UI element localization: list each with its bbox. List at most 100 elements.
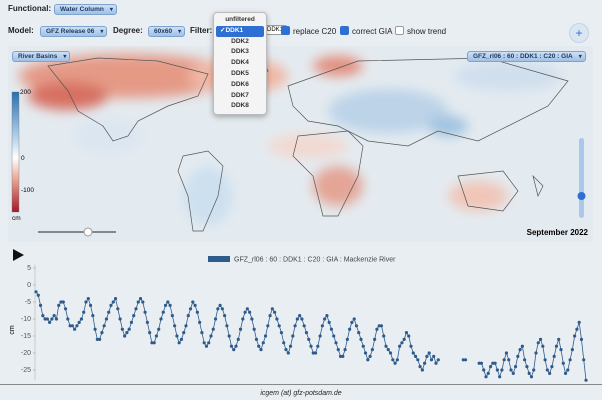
data-point xyxy=(541,344,545,348)
data-point xyxy=(532,368,536,372)
data-point xyxy=(34,290,38,294)
data-point xyxy=(432,354,436,358)
data-point xyxy=(238,327,243,331)
data-point xyxy=(86,297,90,301)
y-tick-label: -20 xyxy=(21,350,31,357)
filter-option[interactable]: DDK5 xyxy=(231,69,249,77)
functional-select[interactable]: Water Column xyxy=(54,4,117,15)
correct-gia[interactable]: correct GIA xyxy=(340,26,392,36)
layer-select[interactable]: River Basins xyxy=(12,51,71,62)
data-point xyxy=(382,334,386,338)
data-point xyxy=(491,361,495,365)
data-point xyxy=(307,337,311,341)
data-point xyxy=(525,365,529,369)
data-point xyxy=(311,351,315,355)
data-point xyxy=(204,344,209,348)
data-point xyxy=(91,314,95,318)
filter-option[interactable]: DDK6 xyxy=(231,80,249,88)
filter-option[interactable]: DDK8 xyxy=(231,102,249,110)
data-point xyxy=(232,348,236,352)
data-point xyxy=(577,320,581,324)
data-point xyxy=(579,337,584,341)
data-point xyxy=(295,317,299,321)
data-point xyxy=(270,307,274,311)
data-point xyxy=(482,368,486,372)
data-point xyxy=(427,351,431,355)
data-point xyxy=(84,300,88,304)
data-point xyxy=(570,348,574,352)
data-point xyxy=(109,303,113,307)
data-point xyxy=(70,324,74,328)
filter-label: Filter: xyxy=(190,26,213,35)
data-point xyxy=(413,354,418,358)
chart: cm 5 0 -5 -10 -15 -20 -25 GFZ_rl06 : 60 : DDK1 … xyxy=(9,249,588,382)
degree-label: Degree: xyxy=(113,26,143,35)
data-point xyxy=(268,314,272,318)
model-select[interactable]: GFZ Release 06 xyxy=(40,26,108,37)
footer: icgem (at) gfz-potsdam.de xyxy=(260,390,342,397)
data-point xyxy=(282,341,286,345)
time-slider-thumb[interactable] xyxy=(83,227,93,237)
data-point xyxy=(73,327,77,331)
data-point xyxy=(211,327,215,331)
replace-c20[interactable]: replace C20 xyxy=(281,26,336,36)
data-point xyxy=(513,365,518,369)
data-point xyxy=(195,310,199,314)
show-trend[interactable]: show trend xyxy=(395,26,446,36)
filter-option[interactable]: DDK4 xyxy=(231,59,249,67)
data-point xyxy=(207,341,211,345)
data-point xyxy=(357,331,361,335)
data-point xyxy=(261,341,265,345)
checkbox[interactable] xyxy=(395,26,404,35)
zoom-slider-thumb[interactable] xyxy=(577,192,586,200)
data-point xyxy=(229,344,234,348)
filter-option[interactable]: DDK7 xyxy=(231,91,249,99)
data-point xyxy=(138,297,143,301)
degree-select[interactable]: 60x60 xyxy=(148,26,186,37)
checkbox[interactable] xyxy=(281,26,290,35)
data-point xyxy=(123,334,127,338)
data-point xyxy=(145,320,149,324)
data-point xyxy=(191,300,195,304)
data-point xyxy=(102,324,106,328)
checkbox[interactable] xyxy=(340,26,349,35)
add-button[interactable]: + xyxy=(569,23,589,43)
data-point xyxy=(425,354,429,358)
data-point xyxy=(52,314,56,318)
map-date: September 2022 xyxy=(527,228,589,237)
functional-label: Functional: xyxy=(8,4,52,13)
data-point xyxy=(286,351,290,355)
data-point xyxy=(63,307,68,311)
data-point xyxy=(93,327,97,331)
data-point xyxy=(66,317,70,321)
filter-option[interactable]: unfiltered xyxy=(225,16,255,23)
data-point xyxy=(198,320,202,324)
data-point xyxy=(59,300,63,304)
data-point xyxy=(291,334,295,338)
data-point xyxy=(461,358,465,362)
data-point xyxy=(134,307,138,311)
data-point xyxy=(288,344,293,348)
filter-option[interactable]: DDK2 xyxy=(231,37,249,45)
data-point xyxy=(57,303,61,307)
filter-option[interactable]: DDK1 xyxy=(216,25,264,37)
data-point xyxy=(266,324,270,328)
data-point xyxy=(334,341,338,345)
data-point xyxy=(566,368,570,372)
play-button[interactable] xyxy=(13,249,24,261)
data-point xyxy=(582,358,586,362)
data-point xyxy=(518,348,522,352)
data-point xyxy=(316,344,320,348)
data-point xyxy=(309,344,313,348)
filter-option[interactable]: DDK3 xyxy=(231,48,249,56)
data-point xyxy=(248,310,252,314)
data-point xyxy=(313,351,318,355)
data-point xyxy=(54,317,59,321)
data-point xyxy=(502,358,506,362)
data-point xyxy=(543,358,547,362)
data-point xyxy=(125,331,129,335)
data-point xyxy=(95,337,99,341)
dataset-select[interactable]: GFZ_rl06 : 60 : DDK1 : C20 : GIA xyxy=(467,51,586,62)
data-point xyxy=(200,331,204,335)
